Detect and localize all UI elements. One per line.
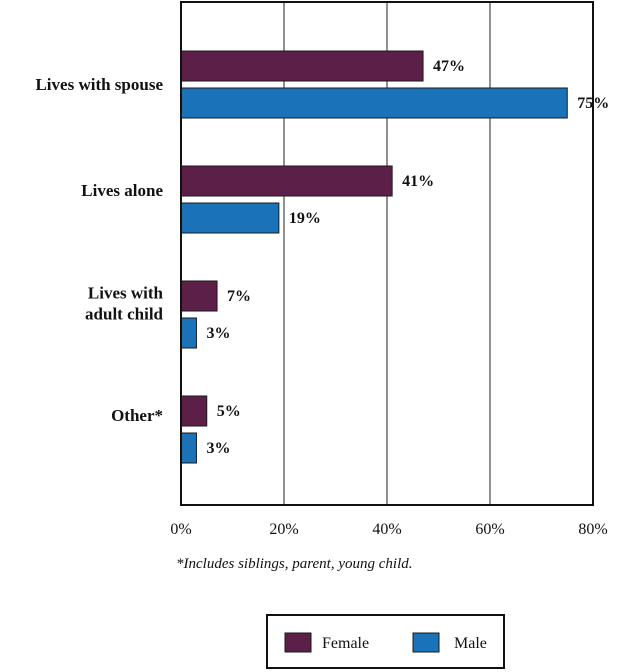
bar-female [180, 50, 424, 82]
bar-female [180, 165, 393, 197]
bar-female [180, 395, 208, 427]
x-tick-label: 0% [170, 521, 191, 538]
legend-label-female: Female [322, 635, 369, 652]
category-label: Lives with spouse [35, 75, 163, 94]
x-axis-tick-labels: 0% 20% 40% 60% 80% [170, 521, 607, 538]
bar-male [180, 87, 568, 119]
x-tick-label: 40% [372, 521, 401, 538]
bar-female [180, 280, 218, 312]
category-label: Other* [111, 406, 163, 425]
bar-male [180, 317, 197, 349]
bars: 47%75%41%19%7%3%5%3% [180, 50, 609, 464]
data-label: 3% [206, 325, 230, 342]
data-label: 41% [402, 173, 434, 190]
legend-swatch-female [284, 632, 312, 653]
bar-male [180, 432, 197, 464]
legend-swatch-male [412, 632, 440, 653]
gridlines [283, 2, 491, 505]
category-labels: Lives with spouse Lives alone Lives with ad… [35, 75, 163, 425]
data-label: 7% [227, 288, 251, 305]
x-tick-label: 80% [578, 521, 607, 538]
plot-frame [180, 1, 594, 506]
data-label: 5% [217, 403, 241, 420]
x-tick-label: 20% [269, 521, 298, 538]
legend-label-male: Male [454, 635, 487, 652]
x-tick-label: 60% [475, 521, 504, 538]
data-label: 3% [206, 440, 230, 457]
data-label: 47% [433, 58, 465, 75]
footnote: *Includes siblings, parent, young child. [176, 556, 413, 572]
data-label: 19% [289, 210, 321, 227]
category-label: Lives with [88, 284, 164, 303]
category-label: adult child [85, 305, 163, 324]
category-label: Lives alone [81, 181, 163, 200]
bar-male [180, 202, 280, 234]
legend: Female Male [266, 614, 505, 669]
